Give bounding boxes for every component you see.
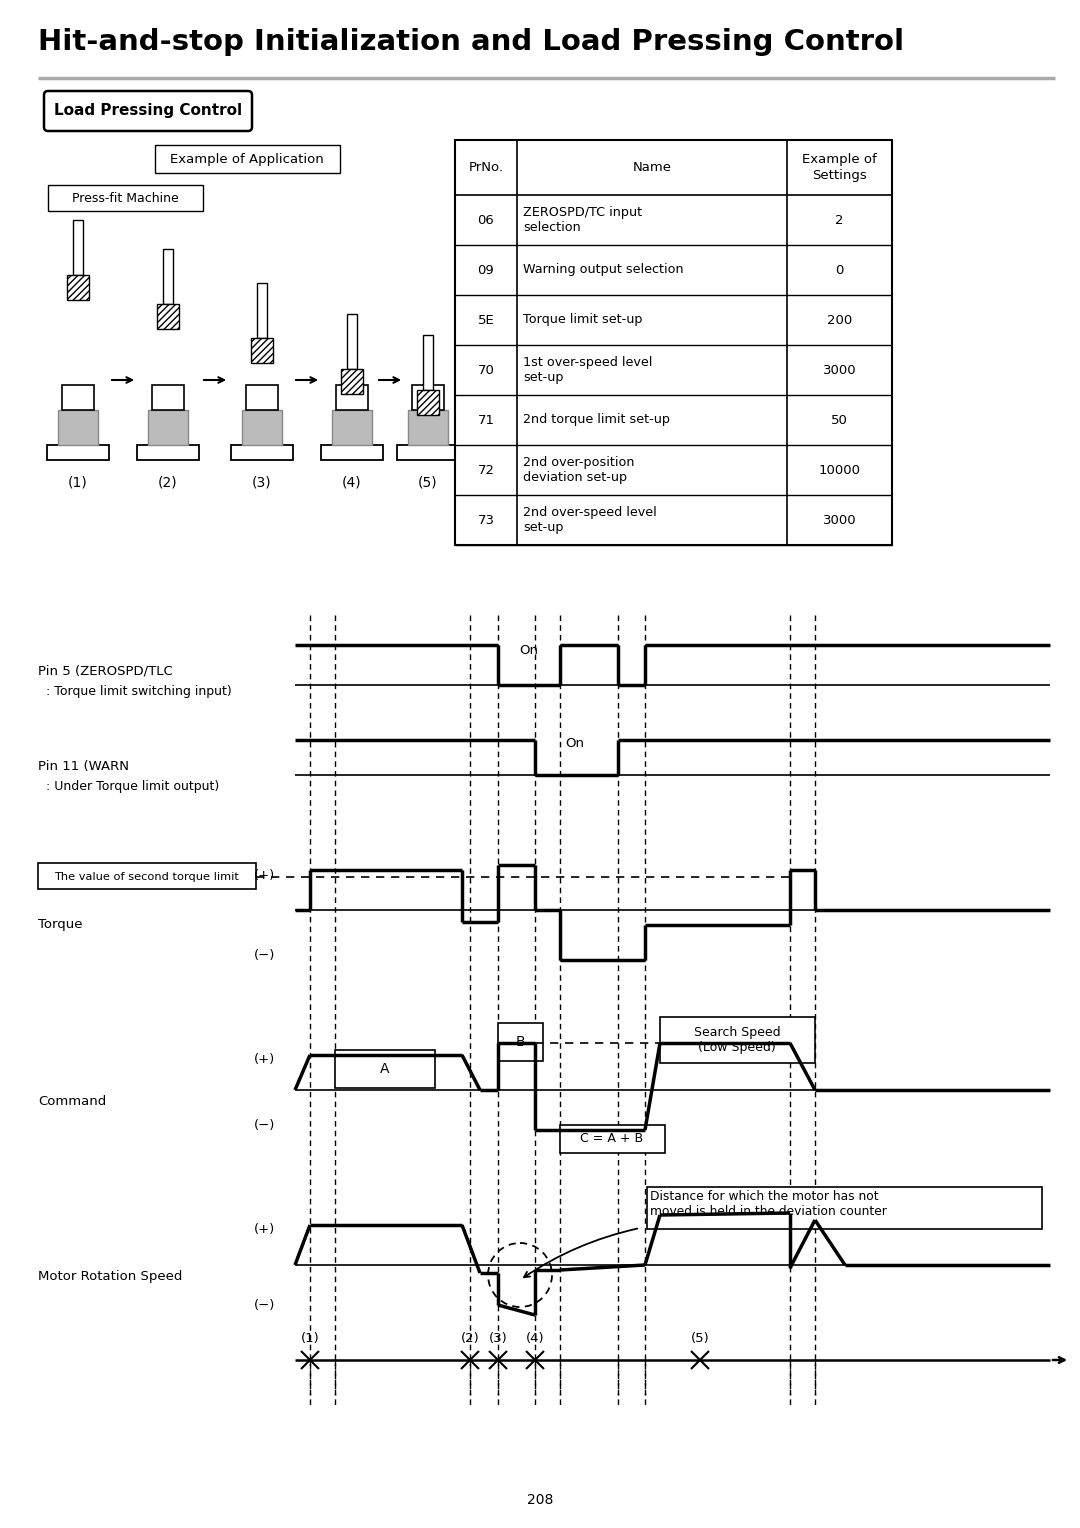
Text: Load Pressing Control: Load Pressing Control	[54, 104, 242, 119]
Text: On: On	[519, 643, 539, 657]
Text: 2nd over-position
deviation set-up: 2nd over-position deviation set-up	[523, 455, 635, 484]
Bar	[251, 338, 273, 364]
Text: Example of Application: Example of Application	[171, 153, 324, 165]
Text: 2nd over-speed level
set-up: 2nd over-speed level set-up	[523, 506, 657, 533]
Text: 3000: 3000	[823, 513, 856, 527]
Bar	[62, 385, 94, 410]
Text: (−): (−)	[254, 1118, 275, 1132]
Bar	[38, 863, 256, 889]
Text: 73: 73	[477, 513, 495, 527]
Bar	[163, 249, 173, 304]
FancyBboxPatch shape	[44, 92, 252, 131]
Text: Command: Command	[38, 1096, 106, 1108]
Text: 3000: 3000	[823, 364, 856, 376]
Bar	[341, 370, 363, 394]
Bar	[156, 145, 340, 173]
Bar	[561, 1125, 665, 1154]
Text: Hit-and-stop Initialization and Load Pressing Control: Hit-and-stop Initialization and Load Pre…	[38, 28, 904, 57]
Text: (5): (5)	[690, 1332, 710, 1345]
Text: Name: Name	[633, 160, 672, 174]
Bar	[48, 445, 109, 460]
Bar	[152, 385, 184, 410]
Text: (1): (1)	[300, 1332, 320, 1345]
Text: 10000: 10000	[819, 463, 861, 477]
Text: Press-fit Machine: Press-fit Machine	[71, 191, 178, 205]
Text: 208: 208	[527, 1493, 553, 1507]
Text: 0: 0	[835, 263, 843, 277]
Text: 72: 72	[477, 463, 495, 477]
Text: B: B	[515, 1034, 525, 1050]
Bar	[417, 390, 438, 416]
Text: (3): (3)	[253, 475, 272, 489]
Text: Pin 11 (WARN: Pin 11 (WARN	[38, 759, 129, 773]
Bar	[336, 385, 368, 410]
Bar	[455, 141, 892, 545]
Text: (+): (+)	[254, 1224, 275, 1236]
Text: 71: 71	[477, 414, 495, 426]
Bar	[423, 335, 433, 390]
Text: (1): (1)	[68, 475, 87, 489]
Text: (2): (2)	[461, 1332, 480, 1345]
Text: 09: 09	[477, 263, 495, 277]
Bar	[408, 410, 448, 445]
Text: (4): (4)	[526, 1332, 544, 1345]
Text: 1st over-speed level
set-up: 1st over-speed level set-up	[523, 356, 652, 384]
Text: Pin 5 (ZEROSPD/TLC: Pin 5 (ZEROSPD/TLC	[38, 665, 173, 678]
Bar	[148, 410, 188, 445]
Bar	[257, 283, 267, 338]
Text: Torque: Torque	[38, 918, 82, 931]
Text: 2: 2	[835, 214, 843, 226]
Bar	[157, 304, 179, 329]
Text: Distance for which the motor has not
moved is held in the deviation counter: Distance for which the motor has not mov…	[650, 1190, 887, 1218]
Bar	[660, 1018, 815, 1063]
Bar	[321, 445, 383, 460]
Text: A: A	[380, 1062, 390, 1076]
Text: ZEROSPD/TC input
selection: ZEROSPD/TC input selection	[523, 206, 643, 234]
Bar	[411, 385, 444, 410]
Text: PrNo.: PrNo.	[469, 160, 503, 174]
Text: 2nd torque limit set-up: 2nd torque limit set-up	[523, 414, 670, 426]
Text: 200: 200	[827, 313, 852, 327]
Bar	[246, 385, 278, 410]
Text: 06: 06	[477, 214, 495, 226]
Bar	[347, 315, 357, 370]
Bar	[231, 445, 293, 460]
Text: On: On	[566, 736, 584, 750]
Text: (5): (5)	[418, 475, 437, 489]
Text: (4): (4)	[342, 475, 362, 489]
Bar	[137, 445, 199, 460]
Text: (−): (−)	[254, 949, 275, 961]
Text: Motor Rotation Speed: Motor Rotation Speed	[38, 1270, 183, 1284]
Text: Torque limit set-up: Torque limit set-up	[523, 313, 643, 327]
Bar	[242, 410, 282, 445]
Text: (2): (2)	[158, 475, 178, 489]
Text: 50: 50	[832, 414, 848, 426]
Text: Example of
Settings: Example of Settings	[802, 153, 877, 182]
Bar	[647, 1187, 1042, 1229]
Text: : Torque limit switching input): : Torque limit switching input)	[38, 685, 232, 698]
Text: 70: 70	[477, 364, 495, 376]
Text: : Under Torque limit output): : Under Torque limit output)	[38, 779, 219, 793]
Text: C = A + B: C = A + B	[580, 1132, 644, 1146]
Text: (3): (3)	[488, 1332, 508, 1345]
Bar	[498, 1024, 543, 1060]
Text: Warning output selection: Warning output selection	[523, 263, 684, 277]
Text: (+): (+)	[254, 1053, 275, 1067]
Bar	[332, 410, 372, 445]
Text: Search Speed
(Low Speed): Search Speed (Low Speed)	[693, 1025, 781, 1054]
Text: (−): (−)	[254, 1299, 275, 1311]
Text: The value of second torque limit: The value of second torque limit	[55, 872, 240, 882]
Bar	[67, 275, 89, 299]
Text: (+): (+)	[254, 868, 275, 882]
Bar	[48, 185, 203, 211]
Bar	[58, 410, 98, 445]
Bar	[73, 220, 83, 275]
Text: 5E: 5E	[477, 313, 495, 327]
Bar	[335, 1050, 435, 1088]
Bar	[397, 445, 459, 460]
